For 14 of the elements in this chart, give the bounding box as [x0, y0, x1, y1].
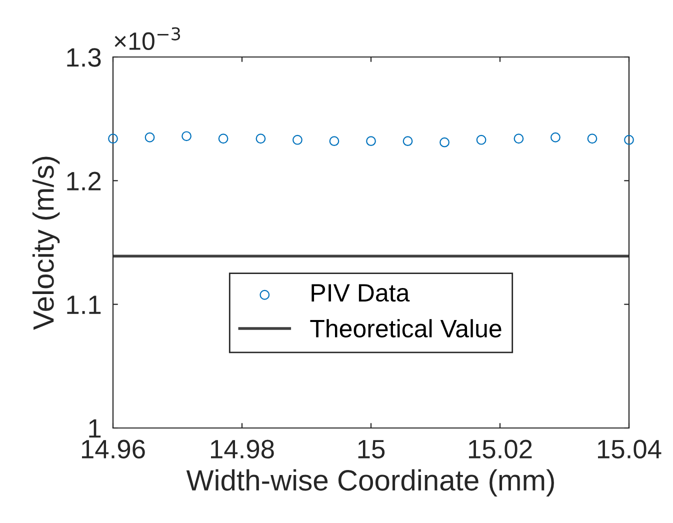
- y-axis-title: Velocity (m/s): [32, 156, 60, 330]
- legend-label: Theoretical Value: [310, 319, 502, 338]
- x-tick-label: 15.02: [468, 440, 532, 458]
- y-tick-label: 1.2: [67, 172, 101, 190]
- x-tick-label: 14.98: [210, 440, 274, 458]
- x-tick-label: 14.96: [82, 440, 145, 458]
- x-axis-title: Width-wise Coordinate (mm): [186, 469, 554, 496]
- x-tick-label: 15: [358, 440, 385, 458]
- y-tick-label: 1: [89, 419, 101, 438]
- y-tick-label: 1.3: [67, 48, 101, 67]
- legend-label: PIV Data: [312, 284, 410, 302]
- x-tick-label: 15.04: [598, 440, 662, 458]
- y-tick-label: 1.1: [67, 296, 101, 314]
- text: ×10$^{−3}$: [114, 27, 180, 50]
